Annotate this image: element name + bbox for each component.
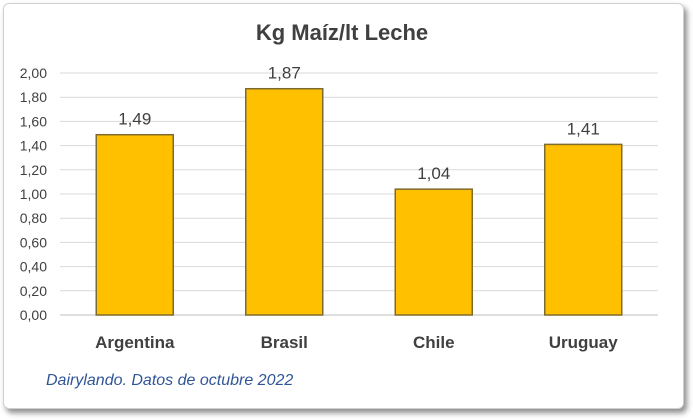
x-tick-label: Chile [413,333,455,352]
y-tick-label: 1,00 [20,186,47,202]
data-label: 1,87 [268,64,301,83]
y-tick-label: 1,60 [20,113,47,129]
y-tick-label: 1,40 [20,138,47,154]
source-note: Dairylando. Datos de octubre 2022 [46,372,294,389]
bar [394,188,473,316]
y-tick-label: 1,80 [20,89,47,105]
y-tick-label: 0,60 [20,234,47,250]
y-tick-label: 0,40 [20,259,47,275]
data-label: 1,41 [567,119,600,138]
bar [95,133,174,316]
bar [245,87,324,316]
data-label: 1,04 [417,164,450,183]
bar [544,143,623,316]
y-tick-label: 2,00 [20,65,47,81]
x-tick-label: Uruguay [549,333,619,352]
y-tick-label: 1,20 [20,162,47,178]
x-tick-label: Brasil [261,333,308,352]
x-tick-label: Argentina [95,333,175,352]
y-tick-label: 0,20 [20,283,47,299]
y-tick-label: 0,80 [20,210,47,226]
y-tick-label: 0,00 [20,307,47,323]
data-label: 1,49 [118,110,151,129]
chart-title: Kg Maíz/lt Leche [255,20,429,45]
